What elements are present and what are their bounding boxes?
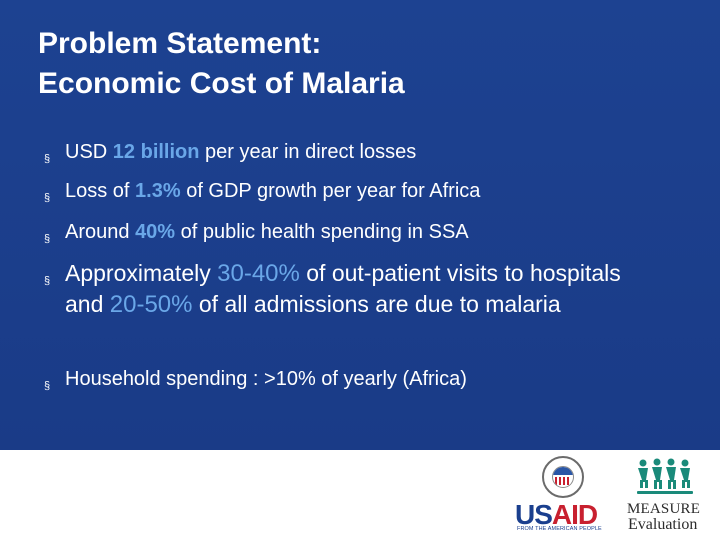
measure-evaluation-logo: MEASURE Evaluation bbox=[625, 458, 707, 536]
title-line-2: Economic Cost of Malaria bbox=[38, 67, 405, 100]
logo-strip bbox=[0, 450, 720, 540]
bullet-text-pre: Loss of bbox=[65, 180, 136, 202]
bullet-highlight: 30-40% bbox=[217, 260, 300, 287]
measure-wordmark: MEASURE bbox=[627, 501, 701, 517]
usaid-tagline: FROM THE AMERICAN PEOPLE bbox=[517, 526, 602, 532]
bullet-text: Household spending : >10% of yearly (Afr… bbox=[65, 368, 467, 390]
bullet-marker: § bbox=[44, 380, 51, 392]
usaid-wordmark-aid: AID bbox=[551, 499, 598, 530]
bullet-text: Approximately 30-40% of out-patient visi… bbox=[65, 258, 665, 320]
usaid-wordmark-us: US bbox=[515, 499, 553, 530]
usaid-wordmark: USAID bbox=[515, 499, 598, 530]
bullet-marker: § bbox=[44, 153, 51, 165]
bullet-highlight: 40% bbox=[135, 221, 176, 243]
bullet-text: USD 12 billion per year in direct losses bbox=[65, 139, 416, 165]
bullet-text: Loss of 1.3% of GDP growth per year for … bbox=[65, 178, 480, 204]
bullet-marker: § bbox=[44, 275, 51, 287]
bullet-marker: § bbox=[44, 233, 51, 245]
people-figures-icon bbox=[637, 458, 693, 494]
bullet-list: § USD 12 billion per year in direct loss… bbox=[44, 139, 665, 392]
title-line-1: Problem Statement: bbox=[38, 27, 322, 60]
bullet-text-pre: USD bbox=[65, 141, 113, 163]
bullet-text-pre: Around bbox=[65, 221, 136, 243]
bullet-text-part: of out-patient visits to hospitals and bbox=[65, 260, 621, 317]
bullet-text-part: Approximately bbox=[65, 260, 218, 286]
bullet-highlight: 20-50% bbox=[109, 291, 193, 318]
evaluation-wordmark: Evaluation bbox=[628, 516, 698, 533]
bullet-text: Around 40% of public health spending in … bbox=[65, 219, 469, 245]
usaid-logo: USAID FROM THE AMERICAN PEOPLE bbox=[515, 456, 611, 536]
bullet-text-post: of public health spending in SSA bbox=[175, 221, 469, 243]
seal-shield-stripes-icon bbox=[555, 477, 571, 485]
slide-background bbox=[0, 0, 720, 450]
seal-shield-icon bbox=[552, 466, 574, 488]
slide-title: Problem Statement: Economic Cost of Mala… bbox=[38, 24, 698, 104]
usaid-seal-icon bbox=[542, 456, 584, 498]
bullet-highlight: 1.3% bbox=[135, 180, 181, 202]
bullet-text-part: of all admissions are due to malaria bbox=[192, 291, 561, 317]
bullet-text-post: per year in direct losses bbox=[199, 141, 417, 163]
bullet-text-post: of GDP growth per year for Africa bbox=[180, 180, 481, 202]
bullet-highlight: 12 billion bbox=[112, 141, 200, 163]
seal-shield-top-icon bbox=[553, 467, 573, 475]
bullet-marker: § bbox=[44, 192, 51, 204]
